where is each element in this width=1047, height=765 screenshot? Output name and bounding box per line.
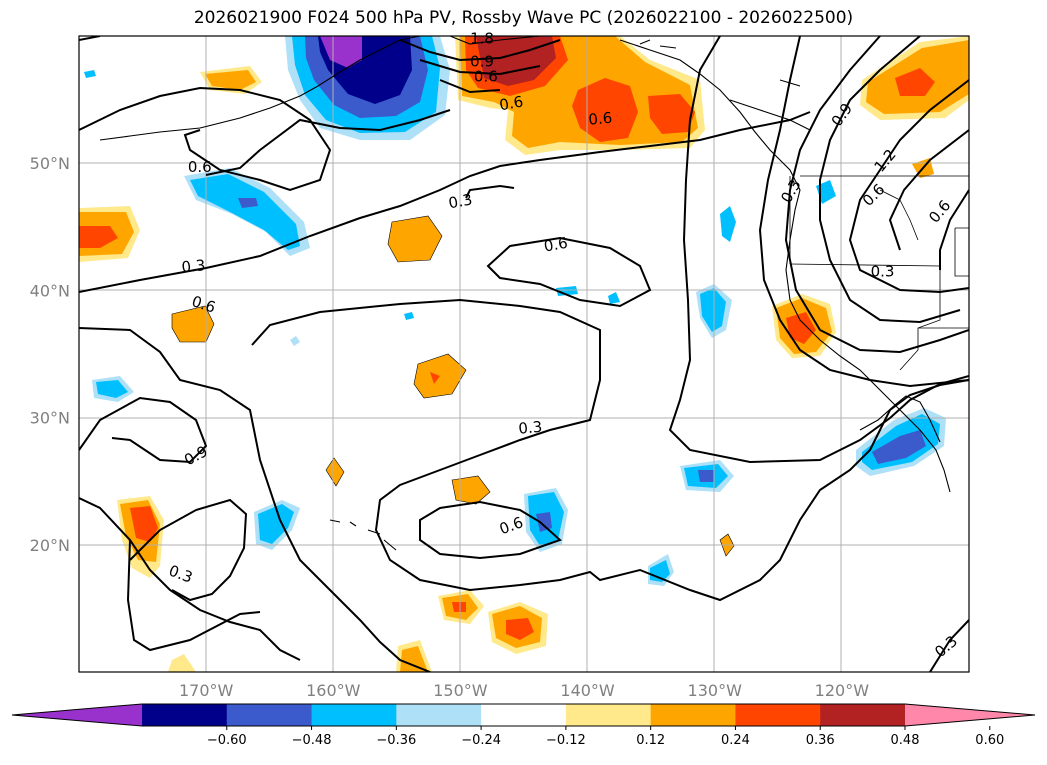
- colorbar-label: −0.36: [376, 733, 416, 748]
- gridlines: [79, 36, 969, 672]
- colorbar-segment: [565, 704, 652, 726]
- map-title: 2026021900 F024 500 hPa PV, Rossby Wave …: [193, 8, 854, 28]
- contour-labels: 0.60.30.60.90.30.60.60.60.91.80.30.60.30…: [166, 30, 961, 662]
- contour-label-text: 0.6: [542, 234, 569, 256]
- colorbar-outline: [11, 703, 1036, 727]
- contour-label-text: 0.6: [588, 109, 613, 129]
- colorbar-label: −0.60: [207, 733, 247, 748]
- map-frame: [78, 35, 970, 673]
- contour-label: 0.6: [497, 513, 526, 538]
- contour-label: 0.6: [188, 158, 212, 176]
- contour-label-text: 0.3: [181, 256, 206, 276]
- contour-label: 0.9: [470, 52, 494, 70]
- colorbar-label: 0.24: [721, 733, 750, 748]
- contour-label: 0.3: [871, 262, 895, 280]
- colorbar-label: 0.60: [975, 733, 1004, 748]
- contour-label: 0.6: [925, 197, 954, 227]
- lat-label: 50°N: [30, 154, 70, 173]
- lon-label: 140°W: [560, 681, 615, 700]
- colorbar-label: −0.24: [461, 733, 501, 748]
- lon-label: 160°W: [306, 681, 361, 700]
- colorbar-label: 0.36: [806, 733, 835, 748]
- contour-label: 0.6: [588, 109, 613, 129]
- contour-label: 0.3: [181, 256, 206, 276]
- contour-label-text: 0.3: [447, 190, 474, 212]
- lon-label: 120°W: [815, 681, 870, 700]
- colorbar-extend-high: [905, 704, 1035, 726]
- colorbar-segment: [226, 704, 313, 726]
- colorbar-label: 0.48: [891, 733, 920, 748]
- contour-label: 0.6: [474, 68, 498, 86]
- contour-label: 0.6: [542, 234, 569, 256]
- lon-label: 170°W: [179, 681, 234, 700]
- lon-label: 150°W: [433, 681, 488, 700]
- lon-label: 130°W: [688, 681, 743, 700]
- contour-label-text: 0.9: [828, 100, 856, 130]
- contour-label: 0.3: [777, 176, 805, 206]
- contour-label-text: 0.6: [474, 68, 498, 86]
- colorbar-segment: [142, 704, 228, 726]
- lat-label: 30°N: [30, 409, 70, 428]
- colorbar-segment: [735, 704, 821, 726]
- contour-label: 0.6: [498, 92, 525, 114]
- contour-label: 0.3: [518, 418, 543, 438]
- contour-label-text: 0.6: [859, 180, 889, 210]
- colorbar-extend-low: [12, 704, 142, 726]
- contour-label-text: 1.8: [470, 30, 494, 48]
- lat-label: 20°N: [30, 536, 70, 555]
- latitude-labels: 20°N 30°N 40°N 50°N: [30, 154, 70, 555]
- lat-label: 40°N: [30, 281, 70, 300]
- contour-label-text: 0.6: [498, 92, 525, 114]
- colorbar-segment: [650, 704, 736, 726]
- contour-label-text: 0.6: [188, 158, 212, 176]
- pv-contours: [79, 36, 969, 672]
- colorbar-label: −0.48: [292, 733, 332, 748]
- contour-label: 0.9: [828, 100, 856, 130]
- contour-label: 0.6: [859, 180, 889, 210]
- colorbar-label: 0.12: [636, 733, 665, 748]
- contour-label-text: 0.3: [931, 632, 961, 661]
- colorbar-segment: [481, 704, 567, 726]
- colorbar-segment: [820, 704, 906, 726]
- longitude-labels: 170°W 160°W 150°W 140°W 130°W 120°W: [179, 681, 869, 700]
- contour-label: 0.3: [166, 562, 195, 587]
- contour-label: 1.2: [871, 146, 900, 176]
- contour-label: 0.3: [931, 632, 961, 661]
- colorbar: −0.60 −0.48 −0.36 −0.24 −0.12 0.12 0.24 0.36 0.4…: [11, 703, 1036, 748]
- contour-label-text: 0.9: [470, 52, 494, 70]
- contour-label: 1.8: [470, 30, 494, 48]
- colorbar-segment: [396, 704, 482, 726]
- colorbar-label: −0.12: [546, 733, 586, 748]
- shading-layer: [79, 36, 969, 672]
- contour-label-text: 0.3: [871, 262, 895, 280]
- contour-label: 0.9: [181, 442, 211, 469]
- political-borders: [789, 175, 969, 371]
- contour-label-text: 1.2: [871, 146, 900, 176]
- contour-label-text: 0.3: [518, 418, 543, 438]
- contour-label: 0.3: [447, 190, 474, 212]
- colorbar-segment: [311, 704, 397, 726]
